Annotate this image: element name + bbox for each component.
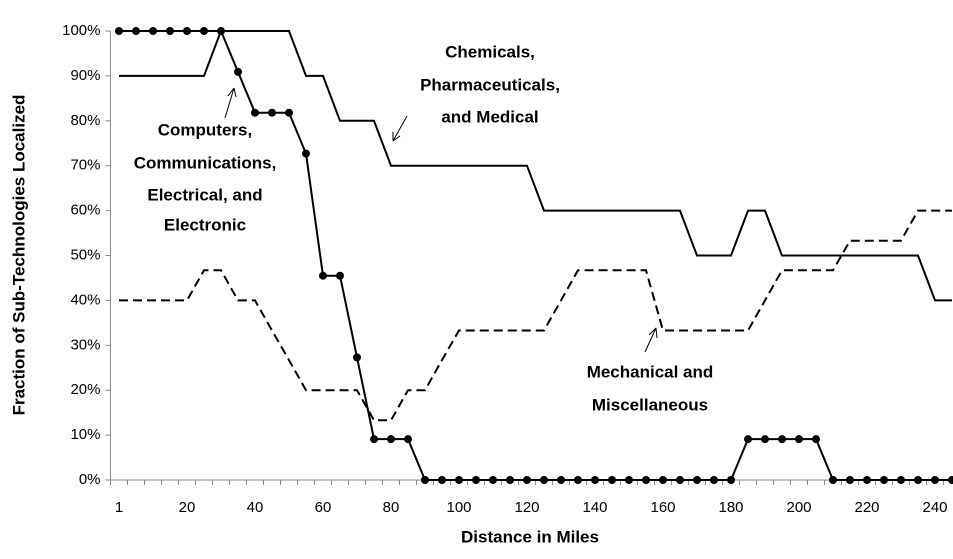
y-tick-label: 50% [70, 246, 100, 263]
series-marker [319, 271, 327, 280]
series-marker [523, 476, 531, 484]
series-marker [897, 476, 905, 484]
series-marker [387, 435, 395, 444]
series-marker [795, 435, 803, 444]
series-marker [846, 476, 854, 484]
y-tick-label: 0% [79, 471, 101, 488]
series-marker [234, 67, 242, 76]
annotation-arrow [224, 87, 235, 119]
y-tick-label: 100% [62, 22, 100, 39]
y-tick-label: 30% [70, 336, 100, 353]
series-marker [625, 476, 633, 484]
series-marker [217, 27, 225, 35]
annotation-line: Chemicals, [445, 42, 535, 61]
x-tick-label: 200 [786, 499, 811, 516]
series-marker [710, 476, 718, 484]
series-marker [676, 476, 684, 484]
annotation-arrowhead [227, 87, 237, 98]
x-tick-label: 140 [582, 499, 607, 516]
series-marker [642, 476, 650, 484]
series-marker [336, 271, 344, 280]
series-marker [200, 27, 208, 35]
y-tick-label: 20% [70, 381, 100, 398]
x-tick-label: 160 [650, 499, 675, 516]
annotation-line: Electronic [164, 215, 246, 234]
series-marker [489, 476, 497, 484]
series-marker [268, 108, 276, 117]
series-marker [812, 435, 820, 444]
x-tick-label: 80 [383, 499, 400, 516]
annotation-line: Communications, [134, 153, 277, 172]
series-marker [863, 476, 871, 484]
series-marker [591, 476, 599, 484]
series-marker [115, 27, 123, 35]
annotation-line: Mechanical and [587, 362, 714, 381]
series-marker [183, 27, 191, 35]
series-marker [421, 476, 429, 484]
series-marker [353, 353, 361, 362]
series-marker [608, 476, 616, 484]
x-tick-label: 180 [718, 499, 743, 516]
series-marker [948, 476, 953, 484]
series-marker [302, 149, 310, 158]
series-marker [438, 476, 446, 484]
annotation-line: Electrical, and [147, 185, 262, 204]
annotation-line: and Medical [441, 107, 538, 126]
y-tick-label: 10% [70, 426, 100, 443]
y-tick-label: 80% [70, 112, 100, 129]
series-marker [557, 476, 565, 484]
x-tick-label: 120 [514, 499, 539, 516]
series-marker [574, 476, 582, 484]
x-tick-label: 60 [315, 499, 332, 516]
series-marker [285, 108, 293, 117]
x-tick-label: 240 [922, 499, 947, 516]
annotation-line: Miscellaneous [592, 395, 708, 414]
series-marker [472, 476, 480, 484]
annotation-line: Computers, [158, 120, 252, 139]
annotation: Chemicals, Pharmaceuticals, and Medical [392, 42, 560, 142]
y-axis-title: Fraction of Sub-Technologies Localized [9, 95, 28, 416]
series-marker [659, 476, 667, 484]
series-marker [455, 476, 463, 484]
series-marker [149, 27, 157, 35]
annotation-line: Pharmaceuticals, [420, 75, 560, 94]
y-tick-label: 90% [70, 67, 100, 84]
series-marker [506, 476, 514, 484]
series-marker [914, 476, 922, 484]
x-tick-label: 220 [854, 499, 879, 516]
series-marker [727, 476, 735, 484]
series-marker [166, 27, 174, 35]
series-marker [761, 435, 769, 444]
annotation-arrowhead [648, 327, 658, 339]
annotation: Mechanical and Miscellaneous [587, 327, 714, 414]
x-tick-label: 1 [115, 499, 123, 516]
annotation: Computers, Communications, Electrical, a… [134, 87, 277, 234]
series-marker [744, 435, 752, 444]
series-marker [132, 27, 140, 35]
series-line [119, 209, 952, 422]
series-marker [370, 435, 378, 444]
x-axis-title: Distance in Miles [461, 527, 599, 546]
series-marker [251, 108, 259, 117]
annotation-arrowhead [392, 132, 401, 142]
x-tick-label: 20 [179, 499, 196, 516]
y-tick-label: 70% [70, 157, 100, 174]
series-marker [404, 435, 412, 444]
series-marker [931, 476, 939, 484]
y-tick-label: 60% [70, 202, 100, 219]
series-marker [540, 476, 548, 484]
annotation-arrow [644, 327, 657, 353]
x-tick-label: 40 [247, 499, 264, 516]
series-marker [778, 435, 786, 444]
series-marker [880, 476, 888, 484]
series-marker [829, 476, 837, 484]
series-line [119, 30, 952, 302]
x-tick-label: 100 [446, 499, 471, 516]
series-marker [693, 476, 701, 484]
y-tick-label: 40% [70, 291, 100, 308]
annotation-arrow [392, 115, 408, 142]
